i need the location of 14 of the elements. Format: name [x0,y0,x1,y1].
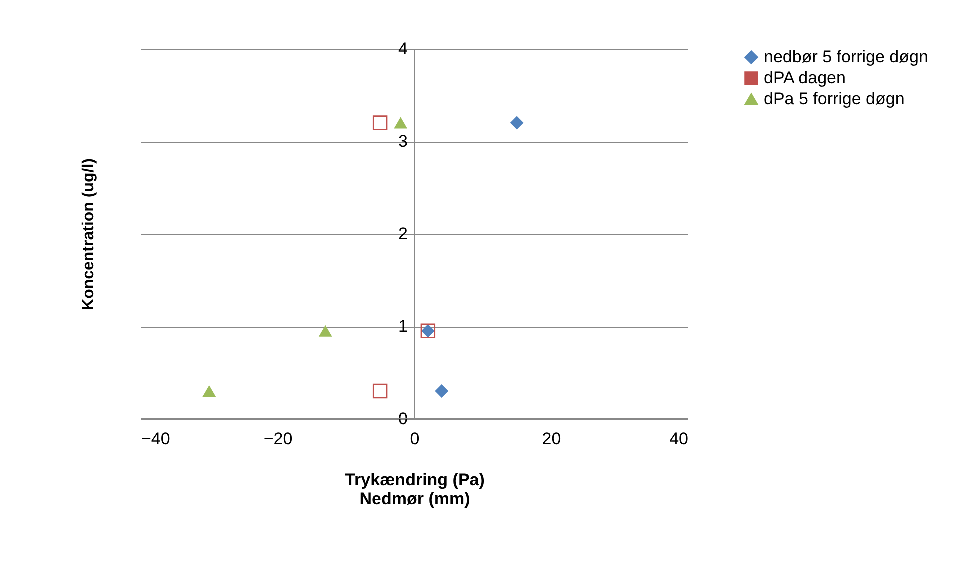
y-tick-label: 1 [398,317,408,336]
x-tick-label: −20 [264,430,293,448]
x-tick-label: −40 [142,430,170,448]
y-axis-title: Koncentration (ug/l) [80,158,98,310]
legend-label: dPA dagen [764,68,846,88]
x-tick-label: 20 [542,430,562,448]
y-tick-label: 4 [398,40,408,58]
y-tick-label: 2 [398,224,408,244]
legend-label: dPa 5 forrige døgn [764,90,905,108]
x-tick-label: 40 [670,430,688,448]
x-axis-title: Trykændring (Pa) Nedmør (mm) [345,470,485,508]
x-tick-label: 0 [410,430,420,448]
legend-label: nedbør 5 forrige døgn [764,48,928,66]
y-tick-label: 3 [398,132,408,151]
